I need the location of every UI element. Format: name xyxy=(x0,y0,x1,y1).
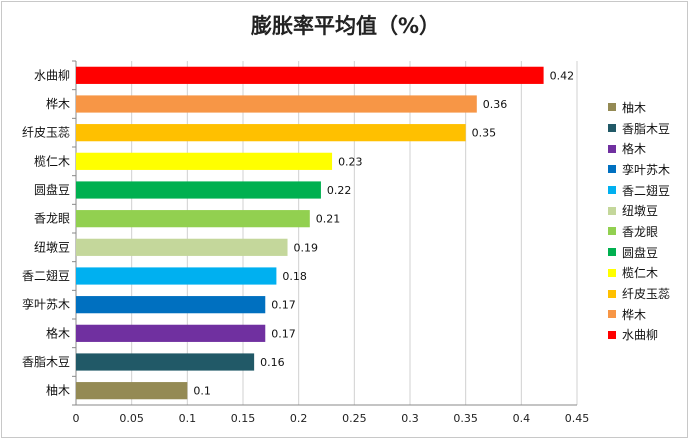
legend-swatch xyxy=(608,144,616,153)
data-label: 0.18 xyxy=(282,270,307,283)
legend-swatch xyxy=(608,186,616,195)
x-tick-label: 0.15 xyxy=(231,412,256,425)
data-label: 0.21 xyxy=(316,213,341,226)
legend-swatch xyxy=(608,310,616,319)
legend-swatch xyxy=(608,165,616,174)
bar xyxy=(76,181,321,199)
legend-item: 格木 xyxy=(608,138,688,159)
legend-label: 纤皮玉蕊 xyxy=(622,287,671,302)
legend-label: 香脂木豆 xyxy=(622,121,671,136)
bar xyxy=(76,210,310,228)
bar xyxy=(76,324,266,342)
y-tick-label: 水曲柳 xyxy=(34,68,70,82)
legend-item: 纽墩豆 xyxy=(608,200,688,221)
legend-label: 圆盘豆 xyxy=(622,245,659,260)
data-label: 0.19 xyxy=(294,241,319,254)
data-label: 0.17 xyxy=(271,299,296,312)
bar xyxy=(76,66,544,84)
legend-item: 桦木 xyxy=(608,304,688,325)
bar xyxy=(76,267,277,285)
legend-swatch xyxy=(608,206,616,215)
legend-swatch xyxy=(608,330,616,339)
bar xyxy=(76,238,288,256)
legend-item: 榄仁木 xyxy=(608,263,688,284)
bar xyxy=(76,353,255,371)
legend-item: 水曲柳 xyxy=(608,325,688,346)
data-label: 0.22 xyxy=(327,184,352,197)
data-label: 0.17 xyxy=(271,327,296,340)
data-label: 0.16 xyxy=(260,356,285,369)
x-tick-label: 0.4 xyxy=(513,412,531,425)
x-tick-label: 0.35 xyxy=(453,412,478,425)
x-tick-label: 0.2 xyxy=(290,412,308,425)
y-tick-label: 香龙眼 xyxy=(34,212,70,226)
bar xyxy=(76,382,188,400)
data-label: 0.36 xyxy=(483,98,508,111)
legend-item: 香脂木豆 xyxy=(608,118,688,139)
y-tick-label: 圆盘豆 xyxy=(34,182,70,197)
data-label: 0.23 xyxy=(338,155,363,168)
y-tick-label: 香二翅豆 xyxy=(22,268,70,283)
legend-item: 圆盘豆 xyxy=(608,242,688,263)
x-tick-label: 0.45 xyxy=(565,412,590,425)
legend-label: 格木 xyxy=(622,142,647,157)
legend-item: 纤皮玉蕊 xyxy=(608,283,688,304)
legend-swatch xyxy=(608,124,616,133)
legend-swatch xyxy=(608,289,616,298)
bar xyxy=(76,95,477,113)
legend-item: 孪叶苏木 xyxy=(608,159,688,180)
data-label: 0.35 xyxy=(472,127,497,140)
y-tick-label: 格木 xyxy=(46,325,70,340)
y-tick-label: 香脂木豆 xyxy=(22,354,70,369)
legend-item: 香龙眼 xyxy=(608,221,688,242)
legend-label: 柚木 xyxy=(622,100,647,115)
x-tick-label: 0.25 xyxy=(342,412,367,425)
legend-item: 柚木 xyxy=(608,97,688,118)
x-tick-label: 0.05 xyxy=(119,412,144,425)
bar xyxy=(76,296,266,314)
legend-item: 香二翅豆 xyxy=(608,180,688,201)
x-tick-label: 0.3 xyxy=(401,412,419,425)
legend-swatch xyxy=(608,248,616,257)
data-label: 0.42 xyxy=(550,69,575,82)
legend-swatch xyxy=(608,103,616,112)
x-tick-label: 0.1 xyxy=(179,412,197,425)
legend-label: 香二翅豆 xyxy=(622,183,671,198)
y-tick-label: 纽墩豆 xyxy=(34,240,70,254)
legend-label: 孪叶苏木 xyxy=(622,162,671,177)
x-tick-label: 0 xyxy=(73,412,80,425)
y-tick-label: 桦木 xyxy=(46,96,70,111)
y-tick-label: 纤皮玉蕊 xyxy=(22,126,70,140)
bar xyxy=(76,124,466,142)
legend-label: 水曲柳 xyxy=(622,328,659,343)
legend-swatch xyxy=(608,268,616,277)
legend: 柚木香脂木豆格木孪叶苏木香二翅豆纽墩豆香龙眼圆盘豆榄仁木纤皮玉蕊桦木水曲柳 xyxy=(608,97,688,345)
legend-label: 榄仁木 xyxy=(622,266,659,281)
chart-title: 膨胀率平均值（%） xyxy=(250,14,441,38)
y-tick-label: 榄仁木 xyxy=(34,154,70,168)
legend-label: 桦木 xyxy=(622,307,647,322)
legend-swatch xyxy=(608,227,616,236)
y-tick-label: 柚木 xyxy=(46,383,70,398)
legend-label: 香龙眼 xyxy=(622,224,659,239)
y-tick-label: 孪叶苏木 xyxy=(22,297,70,312)
legend-label: 纽墩豆 xyxy=(622,204,659,219)
data-label: 0.1 xyxy=(193,385,211,398)
bar xyxy=(76,152,333,170)
